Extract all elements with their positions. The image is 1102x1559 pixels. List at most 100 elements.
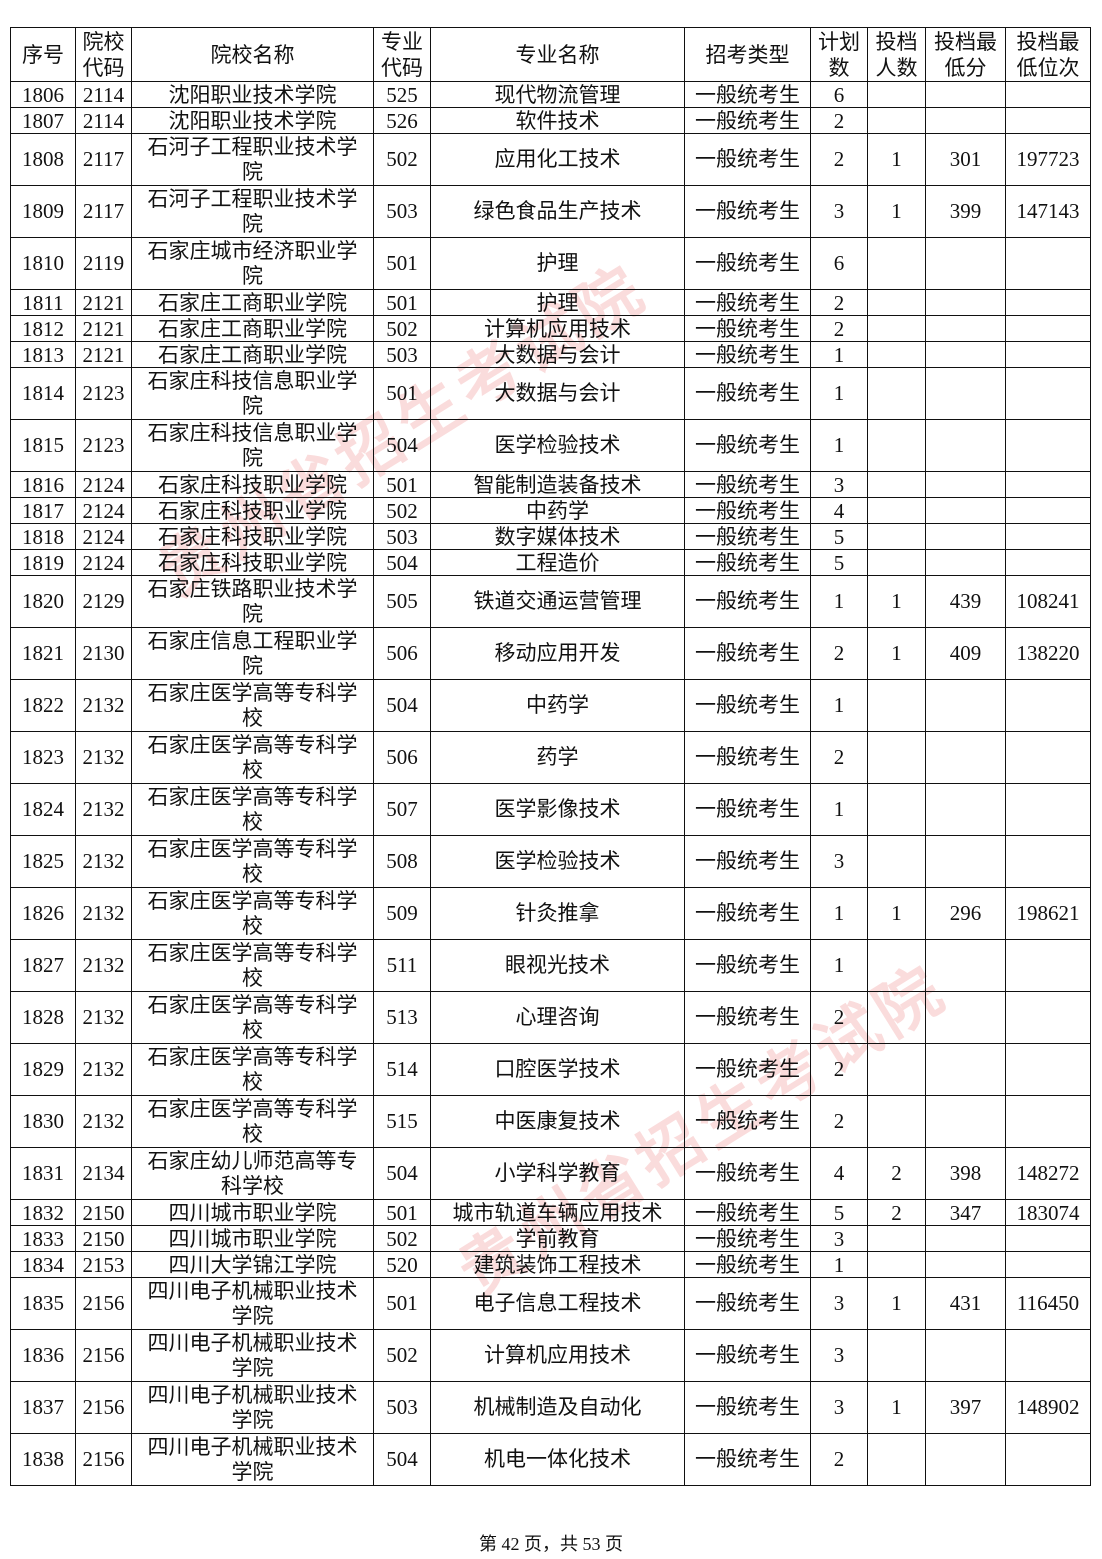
cell-exam-type: 一般统考生 <box>684 471 811 498</box>
cell-seq: 1806 <box>10 81 76 108</box>
cell-plan-count: 4 <box>810 1147 868 1200</box>
cell-major-code: 504 <box>373 549 431 576</box>
cell-min-rank <box>1005 497 1091 524</box>
cell-major-code: 504 <box>373 679 431 732</box>
cell-major-name: 移动应用开发 <box>430 627 685 680</box>
cell-admitted-count <box>867 81 926 108</box>
cell-school-name: 四川电子机械职业技术学院 <box>131 1329 374 1382</box>
cell-exam-type: 一般统考生 <box>684 1043 811 1096</box>
cell-school-code: 2124 <box>75 523 132 550</box>
cell-min-rank <box>1005 81 1091 108</box>
cell-admitted-count <box>867 679 926 732</box>
cell-plan-count: 1 <box>810 679 868 732</box>
cell-min-score: 347 <box>925 1199 1006 1226</box>
cell-exam-type: 一般统考生 <box>684 627 811 680</box>
cell-exam-type: 一般统考生 <box>684 185 811 238</box>
cell-school-name: 沈阳职业技术学院 <box>131 107 374 134</box>
table-row: 1823 2132 石家庄医学高等专科学校 506 药学 一般统考生 2 <box>10 731 1091 784</box>
cell-plan-count: 2 <box>810 289 868 316</box>
cell-admitted-count: 1 <box>867 887 926 940</box>
cell-min-rank <box>1005 107 1091 134</box>
cell-school-code: 2123 <box>75 367 132 420</box>
cell-major-name: 工程造价 <box>430 549 685 576</box>
table-row: 1810 2119 石家庄城市经济职业学院 501 护理 一般统考生 6 <box>10 237 1091 290</box>
cell-major-code: 502 <box>373 1329 431 1382</box>
cell-exam-type: 一般统考生 <box>684 315 811 342</box>
cell-min-score <box>925 341 1006 368</box>
cell-min-score <box>925 783 1006 836</box>
header-min-rank: 投档最低位次 <box>1005 27 1091 82</box>
cell-seq: 1817 <box>10 497 76 524</box>
cell-major-name: 机械制造及自动化 <box>430 1381 685 1434</box>
cell-min-rank: 116450 <box>1005 1277 1091 1330</box>
cell-admitted-count: 2 <box>867 1199 926 1226</box>
cell-seq: 1814 <box>10 367 76 420</box>
cell-plan-count: 2 <box>810 1433 868 1486</box>
header-min-score: 投档最低分 <box>925 27 1006 82</box>
cell-seq: 1828 <box>10 991 76 1044</box>
cell-plan-count: 2 <box>810 315 868 342</box>
cell-major-code: 502 <box>373 133 431 186</box>
table-row: 1818 2124 石家庄科技职业学院 503 数字媒体技术 一般统考生 5 <box>10 523 1091 550</box>
cell-major-name: 计算机应用技术 <box>430 315 685 342</box>
cell-seq: 1821 <box>10 627 76 680</box>
cell-major-name: 现代物流管理 <box>430 81 685 108</box>
table-row: 1833 2150 四川城市职业学院 502 学前教育 一般统考生 3 <box>10 1225 1091 1252</box>
cell-school-code: 2156 <box>75 1381 132 1434</box>
cell-min-rank <box>1005 1043 1091 1096</box>
cell-school-name: 石家庄幼儿师范高等专科学校 <box>131 1147 374 1200</box>
cell-min-score <box>925 1095 1006 1148</box>
cell-major-name: 应用化工技术 <box>430 133 685 186</box>
cell-major-name: 药学 <box>430 731 685 784</box>
cell-min-rank <box>1005 1329 1091 1382</box>
cell-min-rank <box>1005 471 1091 498</box>
cell-plan-count: 4 <box>810 497 868 524</box>
cell-exam-type: 一般统考生 <box>684 1225 811 1252</box>
table-row: 1811 2121 石家庄工商职业学院 501 护理 一般统考生 2 <box>10 289 1091 316</box>
cell-admitted-count <box>867 107 926 134</box>
cell-school-code: 2156 <box>75 1433 132 1486</box>
table-row: 1821 2130 石家庄信息工程职业学院 506 移动应用开发 一般统考生 2 1 409 13… <box>10 627 1091 680</box>
cell-min-score <box>925 81 1006 108</box>
cell-min-rank <box>1005 1433 1091 1486</box>
cell-school-name: 石家庄科技信息职业学院 <box>131 419 374 472</box>
cell-min-score: 399 <box>925 185 1006 238</box>
cell-min-rank <box>1005 939 1091 992</box>
cell-major-code: 514 <box>373 1043 431 1096</box>
header-major-code: 专业代码 <box>373 27 431 82</box>
cell-exam-type: 一般统考生 <box>684 133 811 186</box>
cell-min-score <box>925 1251 1006 1278</box>
cell-major-name: 机电一体化技术 <box>430 1433 685 1486</box>
cell-major-name: 医学检验技术 <box>430 835 685 888</box>
cell-admitted-count <box>867 341 926 368</box>
cell-exam-type: 一般统考生 <box>684 523 811 550</box>
cell-seq: 1812 <box>10 315 76 342</box>
cell-min-score <box>925 497 1006 524</box>
cell-seq: 1815 <box>10 419 76 472</box>
cell-school-name: 四川电子机械职业技术学院 <box>131 1381 374 1434</box>
cell-min-rank <box>1005 835 1091 888</box>
cell-school-code: 2132 <box>75 887 132 940</box>
cell-major-name: 护理 <box>430 237 685 290</box>
cell-plan-count: 3 <box>810 835 868 888</box>
cell-exam-type: 一般统考生 <box>684 1277 811 1330</box>
cell-min-rank: 148272 <box>1005 1147 1091 1200</box>
cell-exam-type: 一般统考生 <box>684 887 811 940</box>
cell-admitted-count: 1 <box>867 627 926 680</box>
cell-major-code: 520 <box>373 1251 431 1278</box>
cell-min-rank: 197723 <box>1005 133 1091 186</box>
cell-min-score <box>925 523 1006 550</box>
cell-school-name: 四川大学锦江学院 <box>131 1251 374 1278</box>
cell-school-name: 四川城市职业学院 <box>131 1199 374 1226</box>
cell-school-name: 石家庄科技职业学院 <box>131 523 374 550</box>
table-header: 序号 院校代码 院校名称 专业代码 专业名称 招考类型 计划数 投档人数 投档最低分 投档最低位次 <box>10 27 1091 82</box>
cell-seq: 1813 <box>10 341 76 368</box>
cell-major-code: 509 <box>373 887 431 940</box>
cell-plan-count: 1 <box>810 783 868 836</box>
cell-admitted-count <box>867 835 926 888</box>
cell-admitted-count: 1 <box>867 133 926 186</box>
cell-seq: 1825 <box>10 835 76 888</box>
table-row: 1824 2132 石家庄医学高等专科学校 507 医学影像技术 一般统考生 1 <box>10 783 1091 836</box>
cell-major-code: 503 <box>373 185 431 238</box>
cell-major-name: 医学影像技术 <box>430 783 685 836</box>
